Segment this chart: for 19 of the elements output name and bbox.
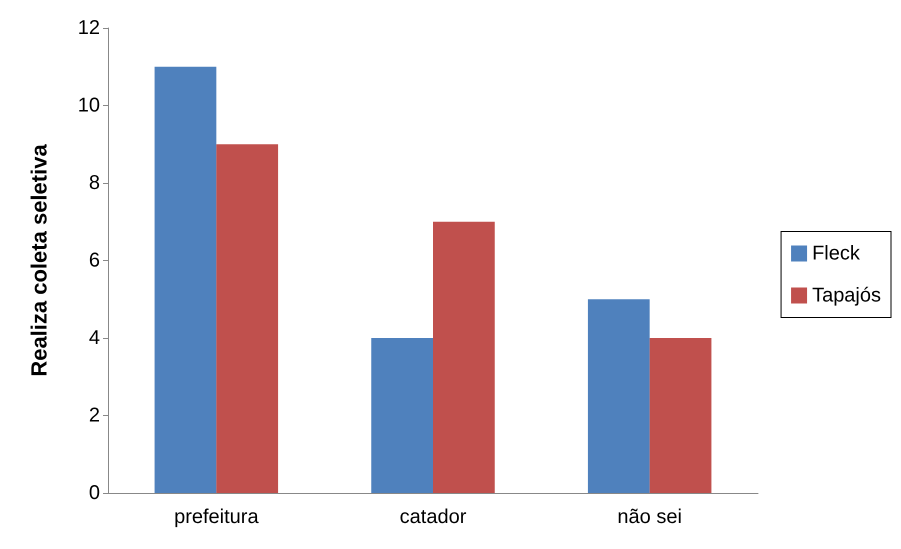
x-tick-label: não sei [617,506,682,528]
y-tick-label: 0 [88,482,100,504]
bar [433,222,495,493]
x-tick-label: catador [400,506,467,528]
y-tick-label: 2 [88,404,100,426]
y-tick-label: 4 [88,327,100,349]
bar [588,299,650,493]
bar [650,338,712,493]
bar [371,338,433,493]
y-tick-label: 6 [88,250,100,272]
legend-label: Tapajós [812,284,881,306]
x-tick-label: prefeitura [174,506,260,528]
y-axis-title: Realiza coleta seletiva [26,144,52,377]
y-tick-label: 8 [88,172,100,194]
bar [154,66,216,493]
y-tick-label: 10 [78,94,100,116]
bar [216,144,278,493]
legend-label: Fleck [812,242,861,264]
y-tick-label: 12 [78,17,100,39]
